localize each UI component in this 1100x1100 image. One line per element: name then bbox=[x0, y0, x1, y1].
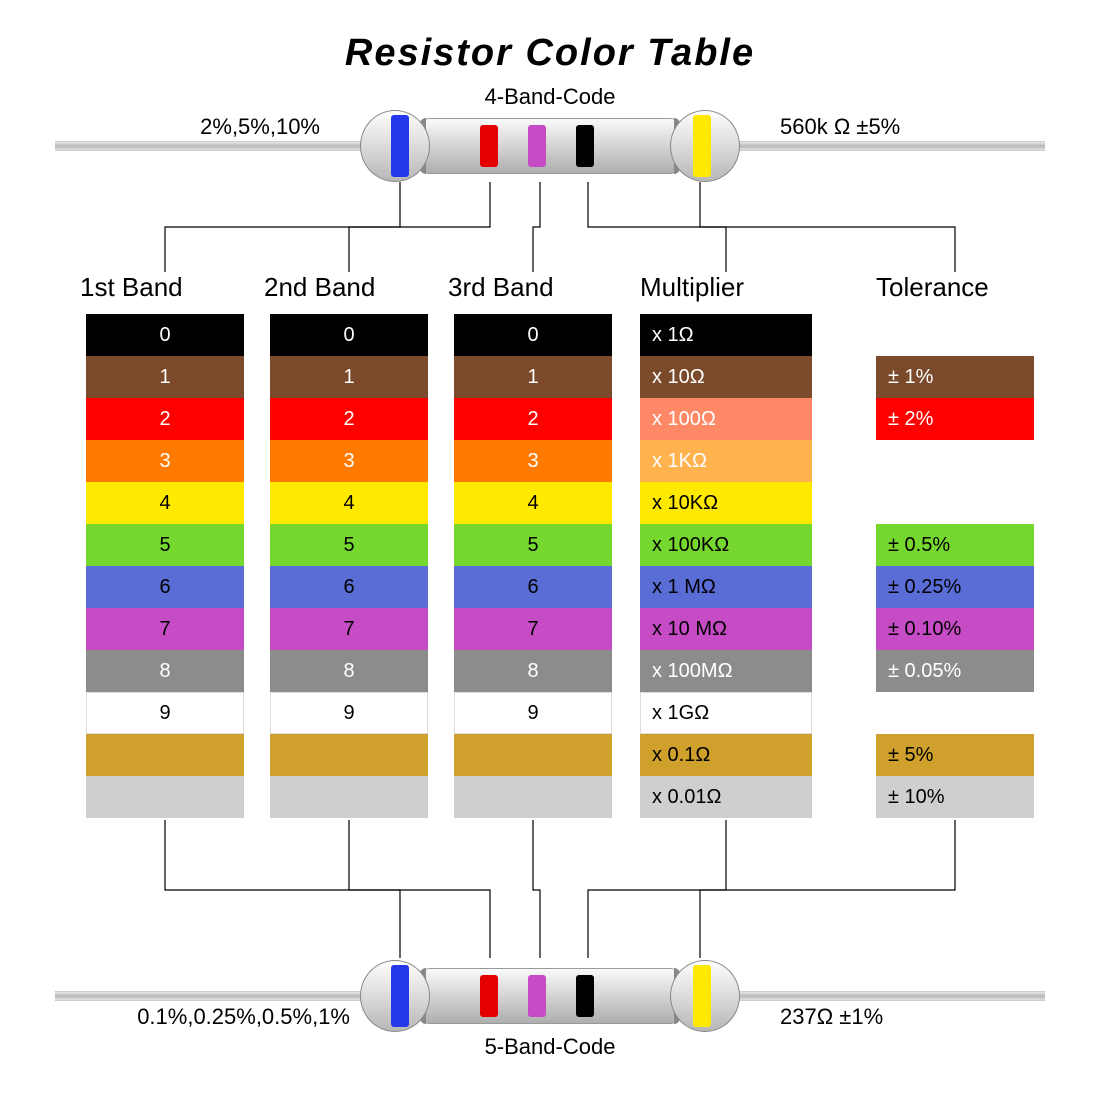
cell-band2-gold bbox=[270, 734, 428, 776]
resistor-band bbox=[576, 125, 594, 167]
page-title: Resistor Color Table bbox=[0, 32, 1100, 75]
cell-band1-yellow: 4 bbox=[86, 482, 244, 524]
cell-band1-grey: 8 bbox=[86, 650, 244, 692]
cell-band3-brown: 1 bbox=[454, 356, 612, 398]
column-header-tol: Tolerance bbox=[876, 272, 989, 303]
cell-mult-yellow: x 10KΩ bbox=[640, 482, 812, 524]
cell-mult-brown: x 10Ω bbox=[640, 356, 812, 398]
resistor-band bbox=[480, 975, 498, 1017]
resistor-bulge-right bbox=[670, 110, 740, 182]
resistor-lead-left bbox=[55, 991, 365, 1001]
resistor-band bbox=[576, 975, 594, 1017]
resistor-bulge-left bbox=[360, 960, 430, 1032]
cell-mult-gold: x 0.1Ω bbox=[640, 734, 812, 776]
cell-band3-green: 5 bbox=[454, 524, 612, 566]
cell-band3-gold bbox=[454, 734, 612, 776]
cell-band2-green: 5 bbox=[270, 524, 428, 566]
cell-band3-grey: 8 bbox=[454, 650, 612, 692]
column-header-band2: 2nd Band bbox=[264, 272, 375, 303]
cell-band2-violet: 7 bbox=[270, 608, 428, 650]
cell-tol-green: ± 0.5% bbox=[876, 524, 1034, 566]
cell-tol-violet: ± 0.10% bbox=[876, 608, 1034, 650]
resistor-band bbox=[693, 115, 711, 177]
cell-band3-yellow: 4 bbox=[454, 482, 612, 524]
resistor-bulge-right bbox=[670, 960, 740, 1032]
cell-band1-blue: 6 bbox=[86, 566, 244, 608]
cell-tol-grey: ± 0.05% bbox=[876, 650, 1034, 692]
cell-mult-red: x 100Ω bbox=[640, 398, 812, 440]
cell-band1-violet: 7 bbox=[86, 608, 244, 650]
cell-band1-brown: 1 bbox=[86, 356, 244, 398]
resistor-lead-left bbox=[55, 141, 365, 151]
resistor-bottom-label: 5-Band-Code bbox=[360, 1034, 740, 1060]
column-header-band3: 3rd Band bbox=[448, 272, 554, 303]
cell-band2-red: 2 bbox=[270, 398, 428, 440]
cell-band1-black: 0 bbox=[86, 314, 244, 356]
cell-band1-green: 5 bbox=[86, 524, 244, 566]
cell-band3-white: 9 bbox=[454, 692, 612, 734]
resistor-top: 4-Band-Code 2%,5%,10% 560k Ω ±5% bbox=[360, 110, 740, 182]
cell-band1-orange: 3 bbox=[86, 440, 244, 482]
cell-mult-white: x 1GΩ bbox=[640, 692, 812, 734]
cell-band3-red: 2 bbox=[454, 398, 612, 440]
resistor-bulge-left bbox=[360, 110, 430, 182]
cell-mult-green: x 100KΩ bbox=[640, 524, 812, 566]
cell-band2-black: 0 bbox=[270, 314, 428, 356]
cell-mult-blue: x 1 MΩ bbox=[640, 566, 812, 608]
resistor-top-left-text: 2%,5%,10% bbox=[200, 114, 320, 140]
resistor-bottom-right-text: 237Ω ±1% bbox=[780, 1004, 883, 1030]
resistor-top-right-text: 560k Ω ±5% bbox=[780, 114, 900, 140]
resistor-bottom: 5-Band-Code 0.1%,0.25%,0.5%,1% 237Ω ±1% bbox=[360, 960, 740, 1032]
cell-band2-brown: 1 bbox=[270, 356, 428, 398]
cell-band3-black: 0 bbox=[454, 314, 612, 356]
cell-band3-orange: 3 bbox=[454, 440, 612, 482]
resistor-lead-right bbox=[735, 141, 1045, 151]
resistor-lead-right bbox=[735, 991, 1045, 1001]
cell-band2-white: 9 bbox=[270, 692, 428, 734]
resistor-band bbox=[528, 975, 546, 1017]
resistor-band bbox=[693, 965, 711, 1027]
cell-band1-gold bbox=[86, 734, 244, 776]
cell-band1-red: 2 bbox=[86, 398, 244, 440]
resistor-body bbox=[420, 968, 680, 1024]
cell-tol-silver: ± 10% bbox=[876, 776, 1034, 818]
resistor-body bbox=[420, 118, 680, 174]
cell-band2-blue: 6 bbox=[270, 566, 428, 608]
resistor-band bbox=[391, 115, 409, 177]
resistor-bottom-left-text: 0.1%,0.25%,0.5%,1% bbox=[137, 1004, 350, 1030]
cell-mult-silver: x 0.01Ω bbox=[640, 776, 812, 818]
cell-band2-grey: 8 bbox=[270, 650, 428, 692]
cell-band2-orange: 3 bbox=[270, 440, 428, 482]
cell-mult-black: x 1Ω bbox=[640, 314, 812, 356]
cell-band2-silver bbox=[270, 776, 428, 818]
cell-mult-grey: x 100MΩ bbox=[640, 650, 812, 692]
cell-mult-violet: x 10 MΩ bbox=[640, 608, 812, 650]
resistor-band bbox=[528, 125, 546, 167]
cell-mult-orange: x 1KΩ bbox=[640, 440, 812, 482]
cell-tol-gold: ± 5% bbox=[876, 734, 1034, 776]
cell-band1-silver bbox=[86, 776, 244, 818]
resistor-band bbox=[480, 125, 498, 167]
cell-tol-red: ± 2% bbox=[876, 398, 1034, 440]
cell-tol-brown: ± 1% bbox=[876, 356, 1034, 398]
column-header-mult: Multiplier bbox=[640, 272, 744, 303]
resistor-band bbox=[391, 965, 409, 1027]
cell-tol-blue: ± 0.25% bbox=[876, 566, 1034, 608]
cell-band3-silver bbox=[454, 776, 612, 818]
cell-band1-white: 9 bbox=[86, 692, 244, 734]
cell-band3-blue: 6 bbox=[454, 566, 612, 608]
cell-band3-violet: 7 bbox=[454, 608, 612, 650]
cell-band2-yellow: 4 bbox=[270, 482, 428, 524]
resistor-top-label: 4-Band-Code bbox=[360, 84, 740, 110]
column-header-band1: 1st Band bbox=[80, 272, 183, 303]
